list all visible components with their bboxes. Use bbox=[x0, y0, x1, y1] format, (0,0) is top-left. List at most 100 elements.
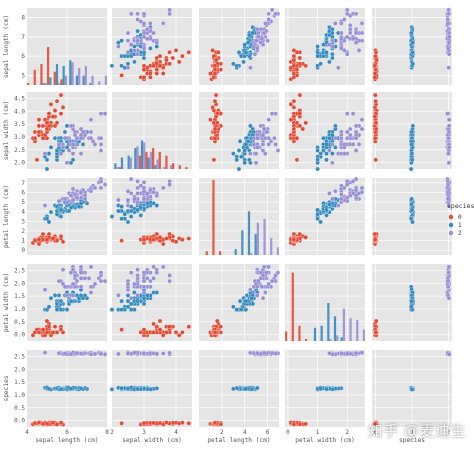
data-point bbox=[58, 234, 64, 239]
data-point bbox=[119, 385, 124, 391]
data-point bbox=[109, 387, 115, 392]
histogram-bar bbox=[247, 211, 251, 255]
histogram-bar bbox=[33, 69, 36, 85]
data-point bbox=[330, 51, 335, 57]
data-point bbox=[46, 111, 52, 116]
data-point bbox=[154, 351, 160, 357]
data-point bbox=[76, 204, 82, 209]
data-point bbox=[138, 205, 144, 210]
data-point bbox=[318, 151, 323, 156]
y-tick-label: 2.0 bbox=[14, 160, 25, 167]
data-point bbox=[234, 63, 239, 69]
data-point bbox=[141, 46, 147, 51]
data-point bbox=[266, 11, 271, 17]
data-point bbox=[167, 11, 172, 17]
data-point bbox=[212, 98, 218, 104]
data-point bbox=[141, 11, 147, 17]
data-point bbox=[250, 30, 255, 36]
data-point bbox=[102, 111, 108, 116]
data-point bbox=[160, 71, 166, 76]
data-point bbox=[212, 126, 218, 132]
data-point bbox=[245, 40, 251, 45]
data-point bbox=[119, 327, 124, 332]
data-point bbox=[148, 21, 153, 26]
histogram-bar bbox=[219, 251, 222, 255]
data-point bbox=[373, 120, 379, 126]
data-point bbox=[347, 23, 353, 28]
histogram-bar bbox=[69, 60, 72, 85]
data-point bbox=[135, 179, 140, 184]
panel-3-0 bbox=[27, 264, 108, 341]
data-point bbox=[135, 51, 140, 57]
data-point bbox=[157, 318, 163, 324]
data-point bbox=[255, 350, 260, 356]
data-point bbox=[132, 48, 137, 53]
data-point bbox=[315, 157, 320, 163]
data-point bbox=[46, 219, 52, 225]
data-point bbox=[70, 281, 76, 287]
data-point bbox=[255, 26, 260, 32]
data-point bbox=[297, 123, 303, 129]
data-point bbox=[135, 273, 140, 278]
data-point bbox=[157, 63, 163, 69]
data-point bbox=[263, 290, 268, 295]
data-point bbox=[212, 63, 218, 69]
data-point bbox=[263, 21, 268, 26]
data-point bbox=[342, 145, 347, 150]
data-point bbox=[344, 195, 350, 201]
data-point bbox=[339, 135, 344, 141]
data-point bbox=[132, 59, 137, 65]
data-point bbox=[256, 34, 261, 40]
data-point bbox=[297, 111, 303, 116]
data-point bbox=[344, 182, 350, 187]
y-tick-label: 2.5 bbox=[14, 267, 25, 274]
data-point bbox=[324, 157, 329, 163]
data-point bbox=[40, 237, 46, 242]
data-point bbox=[291, 71, 297, 76]
x-axis-label: petal length (cm) bbox=[207, 437, 270, 444]
data-point bbox=[167, 7, 172, 13]
x-axis-label: sepal length (cm) bbox=[35, 437, 98, 444]
panel-2-0 bbox=[27, 176, 108, 255]
data-point bbox=[353, 129, 359, 135]
x-tick-label: 2 bbox=[220, 429, 224, 436]
data-point bbox=[157, 235, 163, 240]
panel-2-3 bbox=[285, 176, 365, 255]
data-point bbox=[44, 126, 50, 132]
data-point bbox=[141, 75, 147, 80]
data-point bbox=[327, 202, 332, 207]
data-point bbox=[56, 293, 62, 298]
data-point bbox=[180, 330, 185, 335]
data-point bbox=[212, 330, 218, 335]
data-point bbox=[56, 198, 62, 204]
data-point bbox=[259, 284, 265, 290]
histogram-bar bbox=[169, 165, 172, 169]
data-point bbox=[248, 151, 253, 156]
data-point bbox=[353, 193, 359, 198]
histogram-bar bbox=[362, 329, 365, 341]
x-tick-label: 1 bbox=[410, 429, 414, 436]
data-point bbox=[125, 50, 131, 55]
data-point bbox=[409, 142, 414, 147]
data-point bbox=[154, 324, 160, 329]
data-point bbox=[445, 21, 451, 26]
data-point bbox=[119, 38, 124, 43]
panel-0-0 bbox=[27, 8, 107, 85]
data-point bbox=[66, 295, 72, 301]
data-point bbox=[98, 278, 104, 284]
histogram-bar bbox=[75, 75, 79, 85]
data-point bbox=[248, 287, 253, 292]
data-point bbox=[242, 42, 247, 47]
histogram-bar bbox=[305, 339, 308, 341]
data-point bbox=[236, 50, 242, 55]
data-point bbox=[58, 92, 64, 98]
data-point bbox=[44, 421, 50, 426]
data-point bbox=[210, 48, 215, 53]
data-point bbox=[242, 160, 247, 166]
panel-4-0 bbox=[27, 350, 108, 427]
data-point bbox=[56, 142, 62, 147]
data-point bbox=[44, 237, 50, 242]
histogram-bar bbox=[291, 272, 294, 341]
data-point bbox=[447, 34, 452, 40]
data-point bbox=[98, 142, 104, 147]
